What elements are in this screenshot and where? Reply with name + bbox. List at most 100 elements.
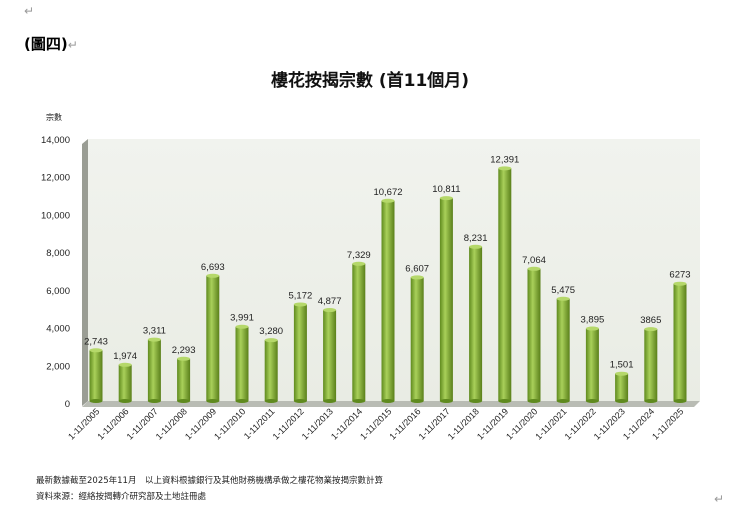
bar-top: [177, 356, 191, 361]
bar: [673, 283, 687, 401]
bar: [498, 168, 512, 401]
bar-base: [615, 399, 629, 403]
note-source: 資料來源：經絡按揭轉介研究部及土地註冊處: [36, 492, 207, 502]
bar-top: [585, 326, 599, 331]
y-tick-label: 12,000: [41, 173, 70, 184]
bar-top: [439, 196, 453, 201]
data-label: 3,280: [259, 326, 283, 337]
bar-base: [147, 399, 161, 403]
bar-base: [206, 399, 220, 403]
bar-top: [89, 348, 103, 353]
bar-base: [556, 399, 570, 403]
bar-top: [118, 362, 132, 367]
bar-top: [352, 261, 366, 266]
data-label: 3865: [640, 315, 661, 326]
data-label: 3,991: [230, 313, 254, 324]
bar-base: [177, 399, 191, 403]
bar-base: [381, 399, 395, 403]
data-label: 10,811: [432, 184, 460, 195]
bar-top: [469, 244, 483, 249]
bar: [585, 328, 599, 401]
data-label: 7,064: [522, 255, 546, 266]
figure-label-text: (圖四): [24, 35, 68, 53]
bar-base: [118, 399, 132, 403]
x-tick-label: 1-11/2010: [212, 406, 247, 441]
bar-base: [439, 399, 453, 403]
y-tick-label: 4,000: [46, 324, 70, 335]
data-label: 5,172: [289, 290, 313, 301]
bar: [235, 326, 249, 401]
data-label: 4,877: [318, 296, 342, 307]
data-label: 12,391: [490, 154, 519, 165]
data-label: 1,974: [113, 351, 137, 362]
bar-top: [147, 337, 161, 342]
data-label: 2,293: [172, 345, 196, 356]
y-tick-label: 10,000: [41, 210, 70, 221]
bar: [118, 364, 132, 401]
y-tick-label: 14,000: [41, 135, 70, 146]
data-label: 6,693: [201, 262, 225, 273]
bar: [439, 198, 453, 401]
bar: [264, 340, 278, 401]
data-label: 10,672: [373, 187, 402, 198]
bar-top: [323, 308, 337, 313]
bar: [147, 339, 161, 401]
bar-top: [527, 266, 541, 271]
bar-base: [89, 399, 103, 403]
figure-label: (圖四)↵: [24, 33, 78, 54]
bar-base: [293, 399, 307, 403]
bar: [469, 246, 483, 401]
bar-base: [469, 399, 483, 403]
bar-top: [673, 281, 687, 286]
floor: [82, 401, 700, 407]
bar: [644, 329, 658, 401]
bar-top: [498, 166, 512, 171]
bar: [527, 268, 541, 401]
bar-top: [264, 338, 278, 343]
side-wall: [82, 139, 88, 406]
data-label: 5,475: [551, 285, 575, 296]
data-label: 1,501: [610, 360, 634, 371]
y-tick-label: 8,000: [46, 248, 70, 259]
bar-base: [410, 399, 424, 403]
data-label: 8,231: [464, 233, 488, 244]
data-label: 2,743: [84, 336, 108, 347]
y-tick-label: 0: [65, 399, 70, 410]
bar: [323, 310, 337, 401]
y-tick-label: 2,000: [46, 361, 70, 372]
bar-base: [352, 399, 366, 403]
bar-base: [323, 399, 337, 403]
x-tick-label: 1-11/2025: [650, 406, 685, 441]
bar-base: [235, 399, 249, 403]
bar-top: [410, 275, 424, 280]
data-label: 6273: [669, 270, 690, 281]
bar-top: [556, 296, 570, 301]
bar-base: [527, 399, 541, 403]
bar-top: [293, 302, 307, 307]
bar-base: [498, 399, 512, 403]
paragraph-mark: ↵: [714, 492, 725, 506]
bar-base: [673, 399, 687, 403]
bar-base: [644, 399, 658, 403]
bar-base: [264, 399, 278, 403]
bar-top: [615, 371, 629, 376]
bar-top: [206, 273, 220, 278]
bar-base: [585, 399, 599, 403]
bar: [410, 277, 424, 401]
data-label: 3,311: [143, 326, 166, 337]
data-label: 3,895: [581, 315, 605, 326]
y-axis-label: 宗數: [46, 112, 62, 122]
chart-title: 樓花按揭宗數 (首11個月): [270, 71, 470, 91]
paragraph-mark: ↵: [67, 38, 78, 52]
bar: [615, 373, 629, 401]
bar-top: [381, 198, 395, 203]
bar: [556, 298, 570, 401]
y-tick-label: 6,000: [46, 286, 70, 297]
bar: [206, 275, 220, 401]
bar-top: [644, 327, 658, 332]
paragraph-mark: ↵: [24, 4, 35, 18]
data-label: 7,329: [347, 250, 371, 261]
bar: [381, 200, 395, 401]
bar-top: [235, 324, 249, 329]
